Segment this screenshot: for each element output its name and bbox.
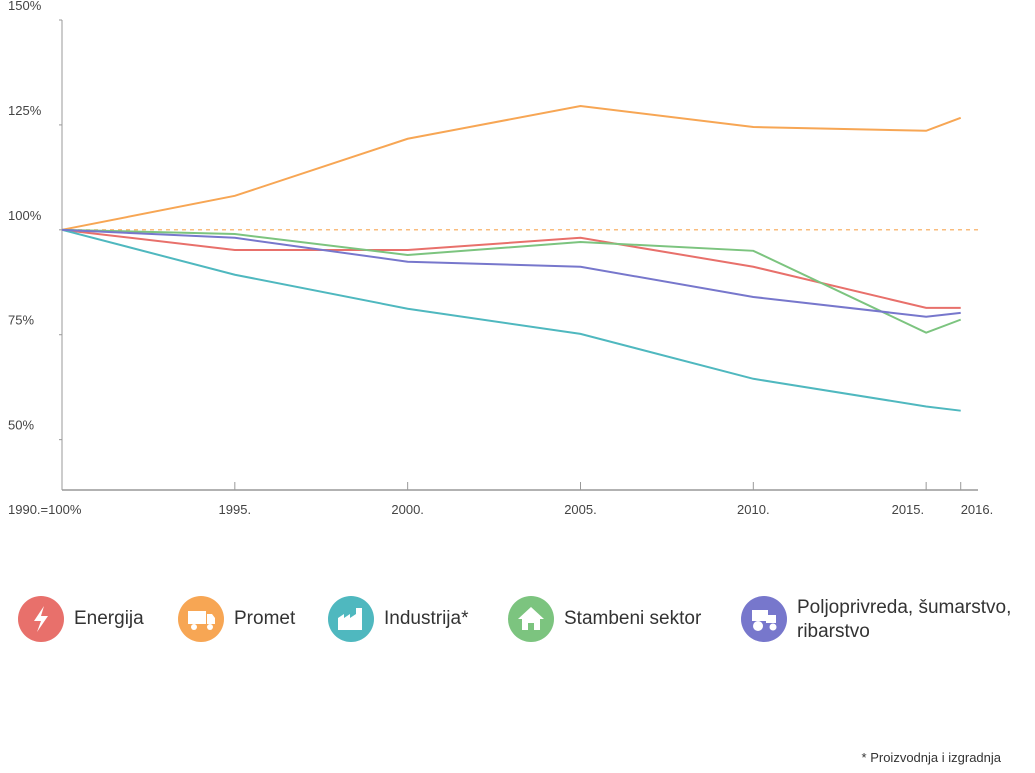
legend-swatch <box>508 596 554 642</box>
legend-icon <box>338 608 362 630</box>
series-line <box>61 228 961 412</box>
y-tick-label: 125% <box>8 103 42 118</box>
x-tick-label: 2015. <box>892 502 925 517</box>
x-tick-label: 2000. <box>391 502 424 517</box>
legend-icon <box>752 610 777 631</box>
y-tick-label: 75% <box>8 313 34 328</box>
x-tick-label: 2005. <box>564 502 597 517</box>
legend-item: Promet <box>178 596 295 642</box>
legend-item: Poljoprivreda, šumarstvo, ribarstvo <box>741 596 1033 644</box>
legend-label: Industrija* <box>384 608 469 629</box>
y-tick-label: 100% <box>8 208 42 223</box>
y-tick-label: 50% <box>8 418 34 433</box>
legend-icon <box>518 607 544 630</box>
legend-label: Stambeni sektor <box>564 608 702 629</box>
y-tick-label: 150% <box>8 0 42 13</box>
x-tick-label: 1990.=100% <box>8 502 82 517</box>
x-tick-label: 2016. <box>961 502 994 517</box>
legend-label: Poljoprivreda, šumarstvo, ribarstvo <box>797 597 1012 642</box>
legend-label: Promet <box>234 608 296 629</box>
x-tick-label: 2010. <box>737 502 770 517</box>
series-line <box>61 228 962 334</box>
legend-item: Industrija* <box>328 596 469 642</box>
series-line <box>61 228 961 318</box>
legend-item: Energija <box>18 596 144 642</box>
legend-label: Energija <box>74 608 144 629</box>
series-line <box>61 228 961 309</box>
legend-icon <box>34 606 48 632</box>
legend-icon <box>188 611 215 630</box>
footnote: * Proizvodnja i izgradnja <box>861 750 1001 765</box>
legend-swatch <box>18 596 64 642</box>
legend-swatch <box>178 596 224 642</box>
legend-swatch <box>328 596 374 642</box>
legend-swatch <box>741 596 787 642</box>
legend-item: Stambeni sektor <box>508 596 701 642</box>
chart: 150% 125% 100% 75% 50% 1990.=100% 1995. 2000. 20… <box>8 0 994 517</box>
series-line <box>61 105 962 231</box>
x-tick-label: 1995. <box>219 502 252 517</box>
legend: Energija Promet Industrija* Stambeni sektor… <box>18 596 1033 656</box>
